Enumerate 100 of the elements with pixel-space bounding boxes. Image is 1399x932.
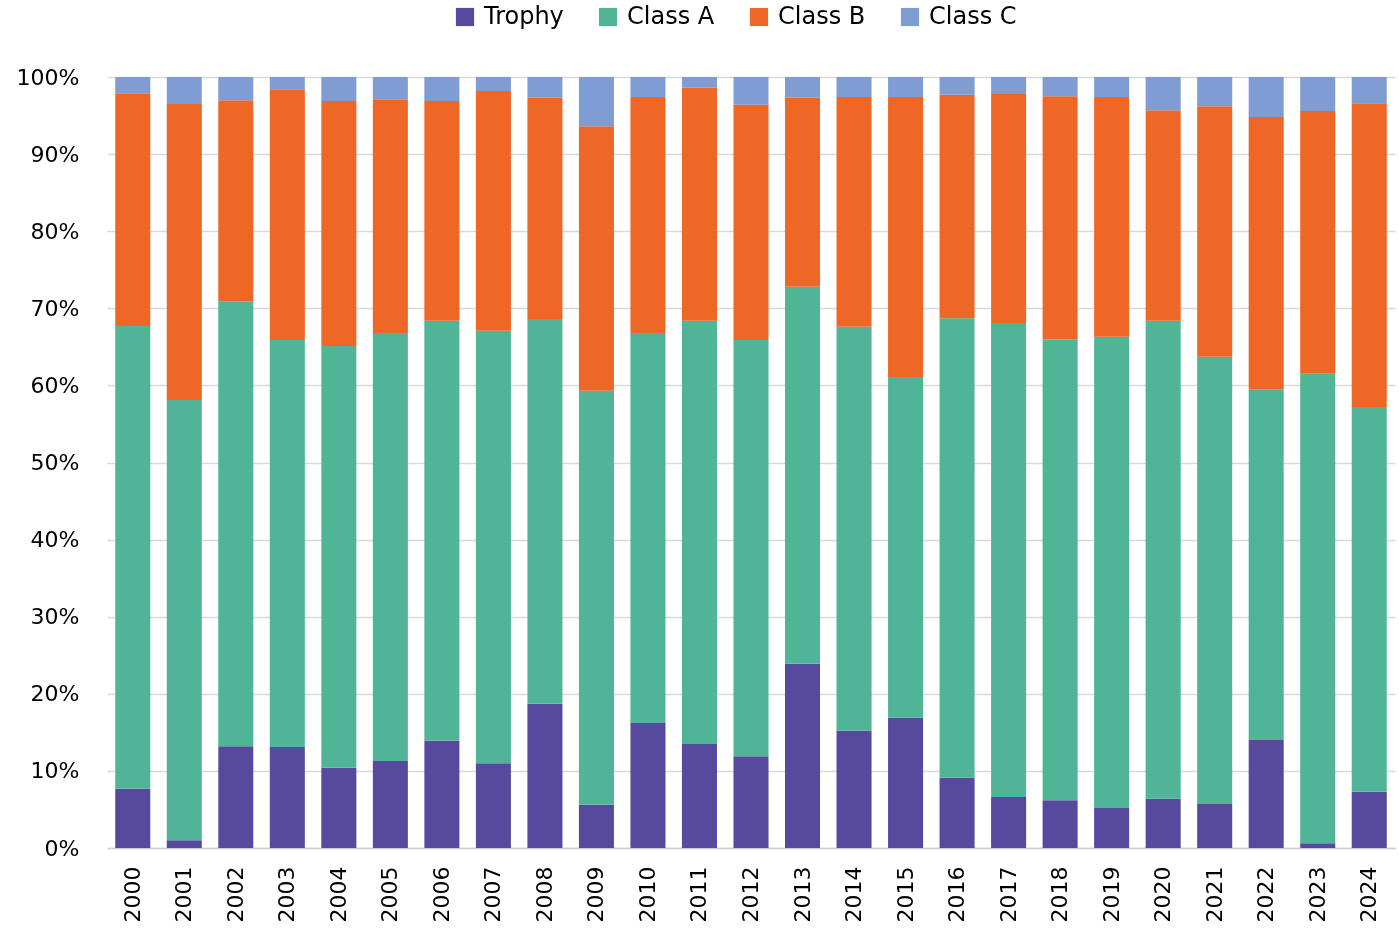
x-tick-label: 2011 — [686, 866, 712, 923]
y-tick-label: 90% — [30, 141, 80, 167]
bar — [1197, 356, 1233, 805]
bar — [1300, 843, 1336, 848]
bar — [218, 301, 254, 747]
bar — [321, 100, 357, 347]
y-tick-label: 40% — [30, 527, 80, 553]
bar — [1145, 77, 1181, 111]
bar — [424, 100, 460, 321]
bar — [321, 77, 357, 101]
bar — [888, 97, 924, 377]
bar — [630, 723, 666, 848]
bar — [888, 717, 924, 848]
x-tick-label: 2023 — [1304, 866, 1330, 923]
x-tick-label: 2002 — [222, 866, 248, 923]
bar — [1042, 96, 1078, 340]
y-tick-label: 100% — [16, 64, 80, 90]
bar — [424, 77, 460, 101]
x-tick-label: 2022 — [1253, 866, 1279, 923]
bar — [733, 756, 769, 848]
bar — [1248, 77, 1284, 118]
bar — [630, 77, 666, 98]
x-tick-label: 2010 — [634, 866, 660, 923]
x-tick-label: 2015 — [892, 866, 918, 923]
x-tick-label: 2012 — [738, 866, 763, 923]
bar — [1094, 336, 1130, 808]
bar — [475, 330, 511, 764]
bar — [836, 730, 872, 848]
bar — [939, 77, 975, 95]
bar — [785, 77, 821, 98]
bar — [991, 322, 1027, 798]
x-tick-label: 2021 — [1201, 866, 1227, 923]
bar — [218, 746, 254, 848]
legend-label: Trophy — [483, 2, 564, 30]
bar — [681, 320, 717, 744]
bar — [424, 320, 460, 741]
bar — [115, 326, 151, 789]
bar — [1145, 110, 1181, 321]
bar — [372, 760, 408, 848]
bar — [166, 103, 202, 401]
bar — [1094, 97, 1130, 337]
bar — [321, 767, 357, 848]
bar — [527, 97, 563, 320]
bar — [1042, 77, 1078, 97]
bar — [1351, 77, 1387, 104]
y-tick-label: 10% — [30, 758, 80, 784]
x-tick-label: 2014 — [841, 866, 867, 923]
bar — [681, 87, 717, 321]
bar — [1351, 791, 1387, 848]
bar — [888, 376, 924, 718]
bar — [733, 339, 769, 757]
y-tick-label: 0% — [44, 835, 80, 861]
bar — [991, 797, 1027, 848]
x-tick-label: 2024 — [1356, 866, 1382, 923]
bar — [1300, 373, 1336, 844]
bar — [785, 286, 821, 664]
bar — [527, 77, 563, 98]
bar — [836, 77, 872, 98]
bar — [939, 318, 975, 778]
bar — [1042, 800, 1078, 848]
x-tick-label: 2020 — [1150, 866, 1176, 923]
bar — [1094, 807, 1130, 848]
bar — [1094, 77, 1130, 98]
legend-label: Class A — [627, 2, 715, 30]
x-tick-label: 2006 — [428, 866, 454, 923]
bar — [321, 346, 357, 768]
x-tick-label: 2009 — [583, 866, 609, 923]
x-tick-label: 2016 — [944, 866, 970, 923]
bar — [1042, 339, 1078, 801]
x-tick-label: 2001 — [171, 866, 197, 923]
bar — [836, 97, 872, 327]
bar — [372, 77, 408, 100]
bar — [785, 663, 821, 848]
bar — [1351, 103, 1387, 407]
bar — [630, 97, 666, 333]
bar — [166, 840, 202, 848]
y-tick-label: 30% — [30, 604, 80, 630]
bar — [475, 763, 511, 848]
bar — [939, 94, 975, 319]
bar — [218, 100, 254, 302]
bar — [1197, 804, 1233, 848]
bar — [939, 777, 975, 848]
bar — [115, 77, 151, 94]
y-tick-label: 20% — [30, 681, 80, 707]
bar — [1300, 110, 1336, 374]
y-tick-label: 80% — [30, 218, 80, 244]
y-tick-label: 60% — [30, 372, 80, 398]
x-tick-label: 2007 — [480, 866, 506, 923]
bar — [578, 77, 614, 127]
bar — [1197, 77, 1233, 107]
bar — [991, 93, 1027, 323]
bar — [1145, 320, 1181, 799]
bar — [733, 104, 769, 340]
bar — [1248, 389, 1284, 741]
legend-label: Class B — [778, 2, 866, 30]
x-tick-label: 2013 — [789, 866, 815, 923]
bar — [269, 89, 305, 340]
x-tick-label: 2000 — [119, 866, 145, 923]
bar — [733, 77, 769, 105]
bar — [1300, 77, 1336, 111]
